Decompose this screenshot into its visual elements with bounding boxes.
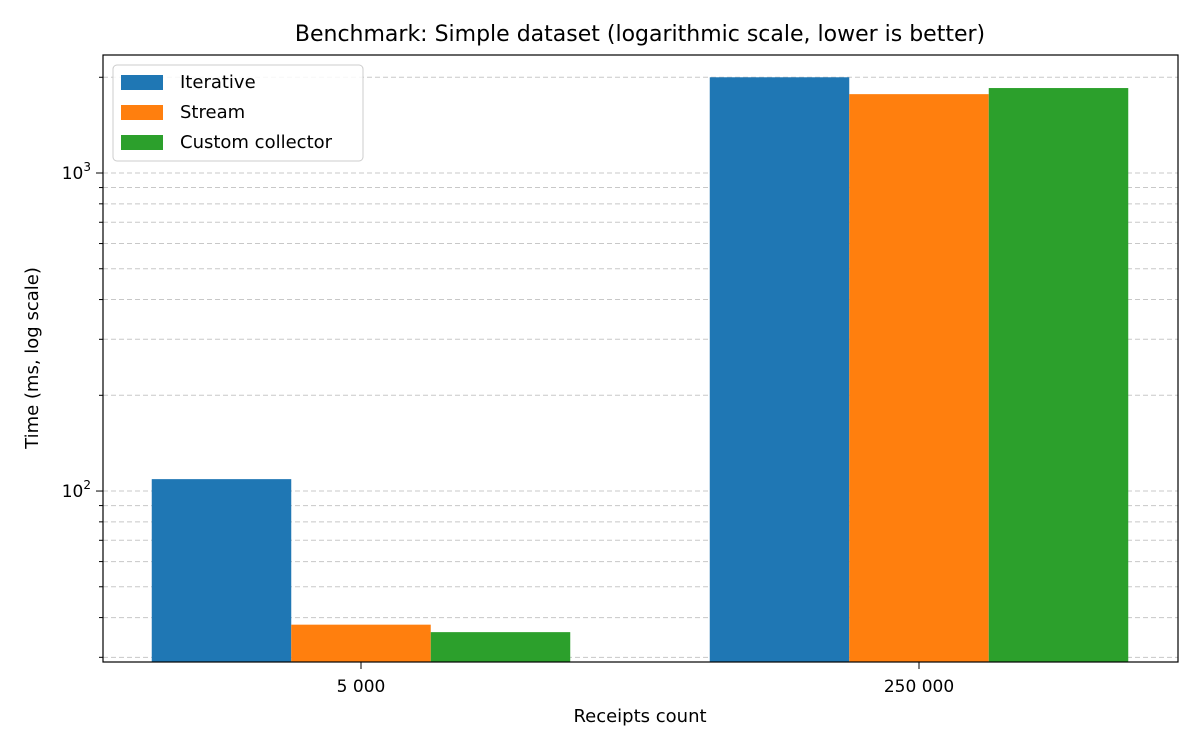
bar-iterative-0 <box>151 479 292 662</box>
legend-label: Iterative <box>180 72 256 93</box>
bar-custom-collector-1 <box>988 88 1129 662</box>
legend-box <box>112 64 364 162</box>
y-tick-label: 102 <box>62 478 91 502</box>
legend-label: Stream <box>180 102 245 123</box>
x-tick-label: 250 000 <box>884 677 954 697</box>
legend-swatch <box>121 135 163 150</box>
legend: Iterative Stream Custom collector <box>112 64 364 162</box>
y-tick-label: 103 <box>62 160 91 184</box>
legend-swatch <box>121 75 163 90</box>
bars <box>151 77 1129 662</box>
axis-ticks: 102 103 5 000 250 000 <box>62 76 954 697</box>
x-tick-label: 5 000 <box>337 677 386 697</box>
bar-stream-1 <box>849 94 989 662</box>
y-axis-label: Time (ms, log scale) <box>22 267 43 450</box>
legend-swatch <box>121 105 163 120</box>
plot-frame <box>102 54 1179 663</box>
chart-title: Benchmark: Simple dataset (logarithmic s… <box>295 22 985 47</box>
legend-label: Custom collector <box>180 132 333 153</box>
bar-stream-0 <box>291 624 431 662</box>
x-axis-label: Receipts count <box>573 706 706 727</box>
bar-custom-collector-0 <box>430 632 571 662</box>
bar-iterative-1 <box>709 77 850 662</box>
